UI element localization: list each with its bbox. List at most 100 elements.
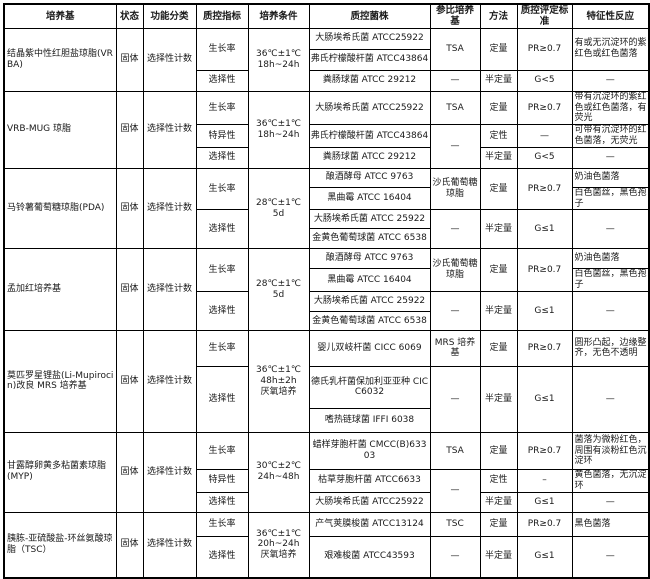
col-header-qc-indicator: 质控指标 — [195, 3, 249, 29]
table-cell: 沙氏葡萄糖琼脂 — [429, 248, 481, 292]
table-cell: 选择性 — [195, 209, 249, 250]
table-cell: G≤1 — [516, 535, 573, 579]
table-cell: 酿酒酵母 ATCC 9763 — [308, 248, 431, 270]
reaction-cell: — — [571, 69, 650, 92]
table-cell: 黑曲霉 ATCC 16404 — [308, 186, 431, 211]
table-cell: G≤1 — [516, 491, 573, 513]
table-row: 黑曲霉 ATCC 16404 白色菌丝，黑色孢子 — [4, 186, 650, 211]
table-cell: 选择性计数 — [142, 431, 197, 513]
table-cell: 定量 — [479, 27, 518, 71]
table-cell: — — [429, 209, 481, 250]
table-cell: 定性 — [479, 468, 518, 493]
table-cell: 定量 — [479, 511, 518, 537]
col-header-qc-strain: 质控菌株 — [308, 3, 431, 29]
table-cell: G≤1 — [516, 365, 573, 433]
table-cell: 大肠埃希氏菌 ATCC25922 — [308, 90, 431, 126]
col-header-state: 状态 — [115, 3, 144, 29]
medium-name-cell: 马铃薯葡萄糖琼脂(PDA) — [3, 167, 117, 250]
table-cell: 定量 — [479, 90, 518, 126]
table-cell: 选择性计数 — [142, 248, 197, 331]
medium-name-cell: 甘露醇卵黄多粘菌素琼脂(MYP) — [3, 431, 117, 513]
reaction-cell: 黑色菌落 — [571, 511, 650, 537]
table-row: 金黄色葡萄球菌 ATCC 6538 — [4, 228, 649, 250]
table-cell: 定量 — [479, 167, 518, 211]
table-cell: 半定量 — [479, 290, 518, 331]
table-cell: PR≥0.7 — [516, 431, 573, 470]
table-cell: PR≥0.7 — [516, 511, 573, 537]
table-row: 孟加红培养基 固体 选择性计数 生长率 28℃±1℃ 5d 酿酒酵母 ATCC 9763 沙… — [3, 248, 650, 331]
table-cell: 粪肠球菌 ATCC 29212 — [308, 69, 431, 92]
table-cell: PR≥0.7 — [516, 27, 573, 71]
table-cell: 德氏乳杆菌保加利亚亚种 CICC6032 — [308, 365, 431, 409]
reaction-cell: — — [571, 146, 650, 169]
medium-name-cell: VRB-MUG 琼脂 — [3, 90, 117, 169]
table-cell: 大肠埃希氏菌 ATCC25922 — [308, 491, 431, 513]
table-cell: 选择性 — [195, 290, 249, 331]
reaction-cell: 黄色菌落，无沉淀环 — [571, 468, 650, 493]
col-header-reference-medium: 参比培养基 — [429, 3, 481, 29]
table-cell: TSA — [429, 27, 481, 71]
table-cell: 选择性计数 — [142, 511, 197, 579]
table-cell: 选择性计数 — [142, 27, 197, 92]
col-header-function-class: 功能分类 — [142, 3, 197, 29]
table-cell: 固体 — [115, 329, 144, 433]
reaction-cell: 奶油色菌落 — [571, 167, 650, 188]
reaction-cell: — — [571, 535, 650, 579]
table-cell: 生长率 — [195, 248, 249, 292]
table-cell: — — [429, 468, 481, 513]
header-row: 培养基 状态 功能分类 质控指标 培养条件 质控菌株 参比培养基 方法 质控评定… — [3, 3, 650, 29]
table-cell: 蜡样芽胞杆菌 CMCC(B)63303 — [308, 431, 431, 470]
reaction-cell: 有或无沉淀环的紫红色或红色菌落 — [571, 27, 650, 71]
medium-name-cell: 胰胨-亚硫酸盐-环丝氨酸琼脂（TSC） — [3, 511, 117, 579]
table-cell: 28℃±1℃ 5d — [247, 167, 310, 250]
table-cell: 选择性计数 — [142, 329, 197, 433]
table-cell: 定性 — [479, 124, 518, 148]
table-cell: 生长率 — [195, 431, 249, 470]
table-cell: 选择性 — [195, 535, 249, 579]
table-row: 胰胨-亚硫酸盐-环丝氨酸琼脂（TSC） 固体 选择性计数 生长率 36℃±1℃ 20h~… — [3, 511, 650, 579]
table-cell: 36℃±1℃ 18h~24h — [247, 27, 310, 92]
table-cell: 金黄色葡萄球菌 ATCC 6538 — [308, 228, 431, 250]
table-cell: PR≥0.7 — [516, 329, 573, 367]
table-cell: 半定量 — [479, 69, 518, 92]
table-cell: — — [429, 535, 481, 579]
table-row: VRB-MUG 琼脂 固体 选择性计数 生长率 36℃±1℃ 18h~24h 大肠埃希氏菌… — [3, 90, 650, 169]
reaction-cell: 带有沉淀环的紫红色或红色菌落，有荧光 — [571, 90, 650, 126]
table-cell: 定量 — [479, 248, 518, 292]
table-cell: – — [516, 468, 573, 493]
table-cell: 选择性 — [195, 146, 249, 169]
reaction-cell: — — [571, 209, 650, 250]
table-cell: — — [429, 365, 481, 433]
table-cell: 金黄色葡萄球菌 ATCC 6538 — [308, 310, 431, 331]
table-row: 选择性 粪肠球菌 ATCC 29212— 半定量 G<5— — [4, 69, 650, 92]
table-cell: 定量 — [479, 329, 518, 367]
table-cell: 大肠埃希氏菌 ATCC 25922 — [308, 209, 431, 230]
medium-name-cell: 孟加红培养基 — [3, 248, 117, 331]
table-cell: 固体 — [115, 511, 144, 579]
col-header-characteristic-reaction: 特征性反应 — [571, 3, 650, 29]
table-cell: 弗氏柠檬酸杆菌 ATCC43864 — [308, 124, 431, 148]
table-cell: 弗氏柠檬酸杆菌 ATCC43864 — [308, 48, 431, 71]
table-cell: 选择性计数 — [142, 167, 197, 250]
reaction-cell: 白色菌丝，黑色孢子 — [571, 186, 650, 211]
table-cell: — — [429, 290, 481, 331]
col-header-qc-standard: 质控评定标准 — [516, 3, 573, 29]
table-cell: 定量 — [479, 431, 518, 470]
table-cell: 固体 — [115, 431, 144, 513]
table-cell: 沙氏葡萄糖琼脂 — [429, 167, 481, 211]
table-cell: 枯草芽胞杆菌 ATCC6633 — [308, 468, 431, 493]
medium-name-cell: 莫匹罗星锂盐(Li-Mupirocin)改良 MRS 培养基 — [3, 329, 117, 433]
table-row: 选择性 大肠埃希氏菌 ATCC 25922— 半定量 G≤1— — [4, 290, 650, 331]
table-cell: G≤1 — [516, 209, 573, 250]
table-cell: 特异性 — [195, 468, 249, 493]
table-cell: 粪肠球菌 ATCC 29212 — [308, 146, 431, 169]
table-cell: TSA — [429, 90, 481, 126]
table-cell: 生长率 — [195, 329, 249, 367]
table-cell: PR≥0.7 — [516, 248, 573, 292]
table-cell: 36℃±1℃ 18h~24h — [247, 90, 310, 169]
table-cell: TSA — [429, 431, 481, 470]
table-body: 结晶紫中性红胆盐琼脂(VRBA) 固体 选择性计数 生长率 36℃±1℃ 18h~24h… — [3, 27, 650, 579]
table-cell: G<5 — [516, 69, 573, 92]
table-cell: 36℃±1℃ 20h~24h 厌氧培养 — [247, 511, 310, 579]
